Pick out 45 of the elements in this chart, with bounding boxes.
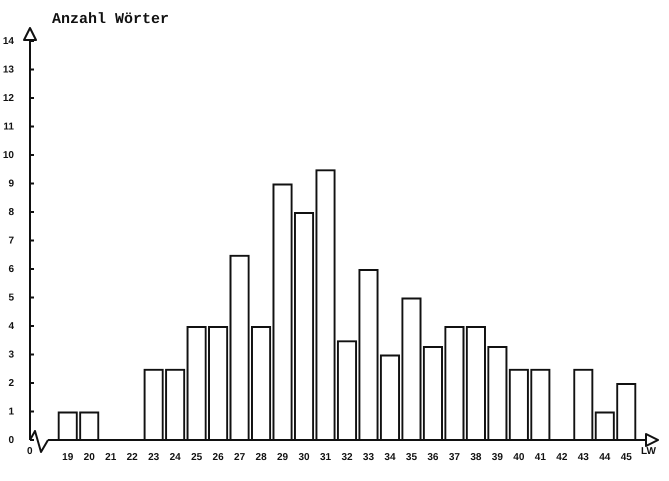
- x-tick-label: 37: [448, 452, 460, 463]
- y-tick-label: 11: [3, 121, 14, 132]
- x-tick-label: 26: [212, 452, 224, 463]
- y-tick-label: 6: [8, 264, 14, 275]
- x-tick-label: 31: [320, 452, 332, 463]
- x-tick-label: 39: [492, 452, 504, 463]
- x-tick-label: 35: [406, 452, 418, 463]
- x-tick-label: 38: [470, 452, 482, 463]
- y-tick-label: 3: [8, 349, 14, 360]
- y-tick-label: 4: [8, 320, 14, 332]
- y-tick-label: 1: [8, 406, 14, 418]
- x-tick-label: 44: [599, 452, 611, 463]
- y-tick-label: 7: [8, 235, 14, 246]
- x-tick-label: 20: [84, 452, 96, 463]
- y-tick-label: 10: [2, 150, 14, 161]
- text: 0: [27, 446, 33, 457]
- x-tick-label: 28: [256, 452, 268, 463]
- x-tick-label: 34: [384, 452, 396, 463]
- x-tick-label: 25: [191, 452, 203, 463]
- x-tick-label: 43: [578, 452, 590, 463]
- x-tick-label: 21: [105, 452, 117, 463]
- x-tick-label: 40: [513, 452, 525, 463]
- y-tick-label: 2: [8, 378, 14, 389]
- x-tick-label: 30: [298, 452, 310, 463]
- x-tick-label: 41: [534, 452, 546, 463]
- x-tick-label: 22: [126, 452, 138, 463]
- y-tick-label: 5: [8, 292, 14, 304]
- y-tick-label: 13: [2, 64, 14, 76]
- x-tick-label: 19: [62, 452, 74, 463]
- y-axis-title: Anzahl Wörter: [52, 11, 170, 28]
- x-tick-label: 24: [170, 452, 182, 463]
- x-axis-title: LW: [641, 446, 656, 457]
- y-tick-label: 14: [2, 36, 14, 47]
- y-tick-label: 8: [8, 206, 14, 218]
- x-tick-label: 27: [234, 452, 246, 463]
- x-tick-label: 45: [620, 452, 632, 463]
- x-tick-label: 32: [341, 452, 353, 463]
- x-tick-label: 36: [427, 452, 439, 463]
- y-tick-label: 12: [2, 92, 14, 104]
- x-tick-label: 23: [148, 452, 160, 463]
- x-tick-label: 42: [556, 452, 568, 463]
- x-tick-label: 33: [362, 452, 374, 463]
- y-tick-label: 9: [8, 178, 14, 190]
- x-tick-label: 29: [276, 452, 289, 463]
- y-tick-label: 0: [8, 434, 14, 446]
